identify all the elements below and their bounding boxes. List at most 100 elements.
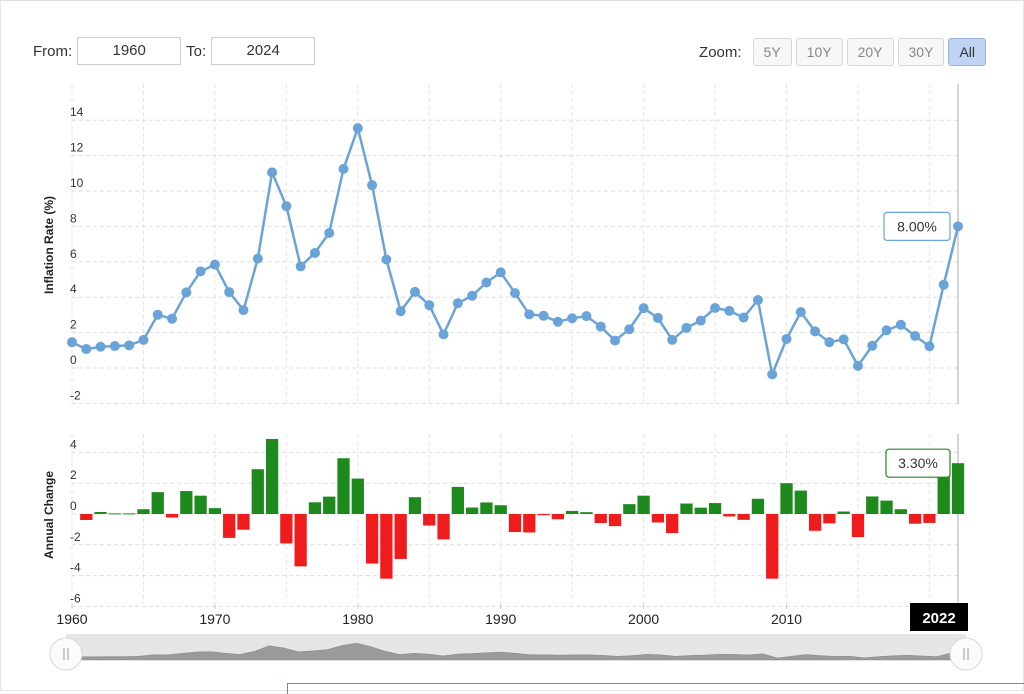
y-tick-label: 4 — [70, 437, 77, 451]
point-1964[interactable] — [124, 340, 135, 351]
to-year-input[interactable]: 2024 — [211, 37, 316, 65]
point-2004[interactable] — [695, 315, 706, 326]
point-2003[interactable] — [681, 322, 692, 333]
point-2007[interactable] — [738, 312, 749, 323]
point-1981[interactable] — [367, 180, 378, 191]
point-1967[interactable] — [167, 313, 178, 324]
point-1991[interactable] — [510, 288, 520, 299]
point-2019[interactable] — [910, 330, 921, 341]
point-1968[interactable] — [181, 287, 192, 298]
y-tick-label: -6 — [70, 591, 81, 605]
x-tick-label: 1990 — [485, 611, 516, 627]
point-2015[interactable] — [852, 360, 863, 371]
point-1994[interactable] — [552, 316, 563, 327]
point-1970[interactable] — [209, 259, 220, 270]
point-1999[interactable] — [624, 324, 635, 335]
point-2005[interactable] — [710, 302, 721, 313]
bar-1990 — [494, 505, 507, 514]
point-2001[interactable] — [652, 312, 663, 323]
point-2013[interactable] — [824, 337, 835, 348]
y-tick-label: 2 — [70, 468, 77, 482]
line-y-axis-title: Inflation Rate (%) — [42, 196, 56, 294]
point-1979[interactable] — [338, 163, 349, 174]
bar-2013 — [823, 514, 836, 524]
y-tick-label: 2 — [70, 318, 77, 332]
point-1976[interactable] — [295, 261, 306, 272]
point-1961[interactable] — [81, 344, 92, 355]
point-1977[interactable] — [309, 247, 320, 258]
bar-2005 — [708, 503, 722, 514]
point-1989[interactable] — [481, 277, 492, 288]
zoom-5y-button[interactable]: 5Y — [752, 38, 792, 66]
point-1993[interactable] — [538, 310, 549, 321]
point-1996[interactable] — [581, 311, 592, 322]
point-2010[interactable] — [781, 333, 792, 344]
point-1992[interactable] — [524, 309, 535, 320]
bar-1986 — [437, 514, 450, 540]
point-1998[interactable] — [610, 335, 621, 346]
zoom-10y-button[interactable]: 10Y — [795, 38, 843, 66]
bar-1967 — [165, 514, 179, 518]
zoom-controls: Zoom: 5Y 10Y 20Y 30Y All — [699, 38, 986, 66]
point-1990[interactable] — [495, 267, 506, 278]
point-1974[interactable] — [267, 167, 278, 178]
zoom-30y-button[interactable]: 30Y — [897, 38, 945, 66]
bar-2010 — [780, 483, 793, 514]
point-1969[interactable] — [195, 266, 206, 277]
point-2006[interactable] — [724, 305, 735, 316]
point-1975[interactable] — [281, 201, 292, 212]
bar-2008 — [751, 498, 765, 514]
to-label: To: — [186, 42, 207, 60]
point-1988[interactable] — [467, 290, 478, 301]
point-1971[interactable] — [224, 287, 235, 298]
bar-1984 — [408, 497, 422, 514]
bar-2017 — [880, 500, 893, 514]
bar-1980 — [351, 478, 364, 514]
point-2021[interactable] — [938, 279, 949, 290]
point-2000[interactable] — [638, 303, 649, 314]
point-2002[interactable] — [667, 334, 678, 345]
bar-1970 — [208, 508, 222, 514]
point-1965[interactable] — [138, 334, 149, 345]
point-1963[interactable] — [109, 341, 120, 352]
point-2017[interactable] — [881, 325, 892, 336]
point-2008[interactable] — [752, 295, 763, 306]
point-1972[interactable] — [238, 305, 249, 316]
point-2022[interactable] — [953, 221, 963, 232]
bar-2009 — [766, 514, 779, 579]
bar-2018 — [894, 509, 907, 514]
point-1983[interactable] — [395, 306, 406, 317]
point-2011[interactable] — [795, 307, 806, 318]
point-2020[interactable] — [924, 341, 935, 352]
point-1997[interactable] — [595, 321, 606, 332]
point-1985[interactable] — [424, 300, 435, 311]
point-2012[interactable] — [810, 326, 821, 337]
y-tick-label: 10 — [70, 176, 84, 190]
point-1973[interactable] — [252, 253, 263, 264]
point-1987[interactable] — [452, 298, 463, 309]
line-tooltip-text: 8.00% — [897, 218, 937, 234]
from-year-input[interactable]: 1960 — [77, 37, 182, 65]
point-1962[interactable] — [95, 341, 106, 352]
bar-1993 — [537, 514, 550, 516]
point-2016[interactable] — [867, 340, 878, 351]
point-1960[interactable] — [67, 337, 77, 348]
navigator-right-handle[interactable] — [949, 637, 983, 671]
point-1966[interactable] — [152, 309, 163, 320]
bar-2022 — [951, 463, 965, 514]
point-2014[interactable] — [838, 334, 849, 345]
bar-1987 — [451, 486, 464, 514]
point-2018[interactable] — [895, 319, 906, 330]
point-1995[interactable] — [567, 313, 578, 324]
point-1982[interactable] — [381, 254, 392, 265]
zoom-all-button[interactable]: All — [948, 38, 986, 66]
zoom-20y-button[interactable]: 20Y — [846, 38, 894, 66]
point-2009[interactable] — [767, 369, 778, 380]
point-1980[interactable] — [352, 123, 363, 134]
point-1986[interactable] — [438, 329, 449, 340]
navigator-left-handle[interactable] — [49, 637, 83, 671]
bar-2011 — [794, 490, 807, 514]
point-1978[interactable] — [324, 227, 335, 238]
bar-1963 — [108, 513, 122, 515]
point-1984[interactable] — [409, 286, 420, 297]
